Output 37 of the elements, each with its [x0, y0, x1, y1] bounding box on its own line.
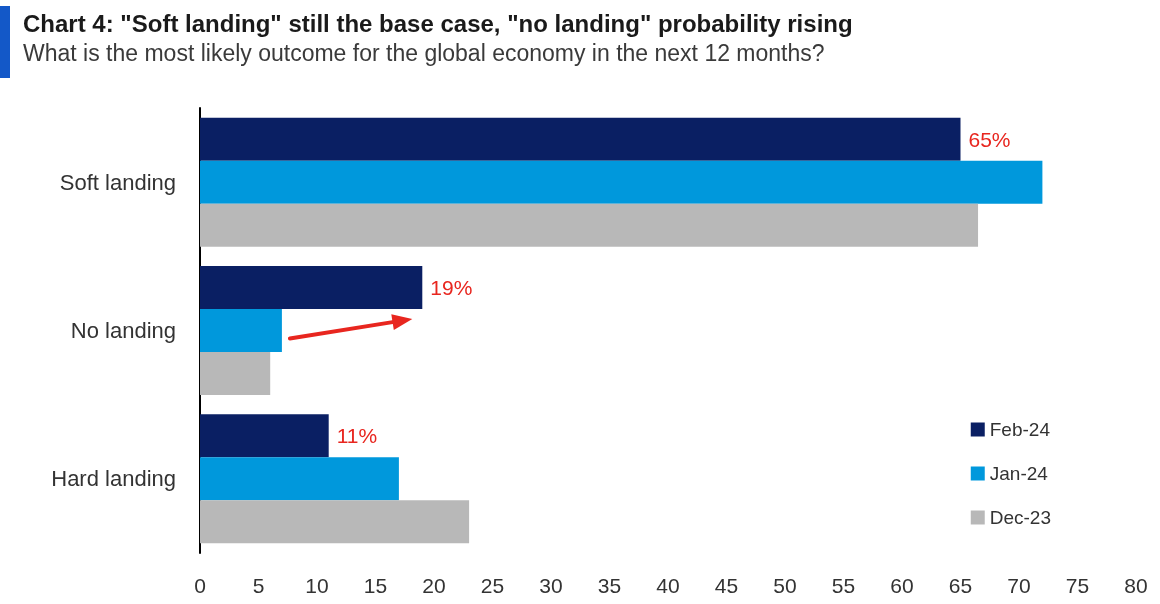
x-tick-label: 45 — [714, 574, 739, 597]
legend-label: Jan-24 — [989, 463, 1049, 484]
x-tick-label: 40 — [656, 574, 680, 597]
x-tick-label: 15 — [363, 574, 388, 597]
bar — [200, 457, 399, 501]
x-tick-label: 60 — [890, 574, 914, 597]
x-tick-label: 65 — [948, 574, 973, 597]
x-tick-label: 75 — [1065, 574, 1090, 597]
y-tick-label: No landing — [70, 318, 176, 343]
bar — [200, 203, 979, 247]
chart-subtitle: What is the most likely outcome for the global economy in the next 12 months? — [23, 39, 825, 66]
x-tick-label: 70 — [1007, 574, 1031, 597]
bar — [200, 160, 1043, 204]
data-label: 19% — [430, 275, 473, 299]
bar — [200, 352, 271, 396]
legend-label: Dec-23 — [989, 507, 1051, 528]
bar — [200, 117, 961, 161]
x-tick-label: 10 — [305, 574, 329, 597]
bar — [200, 500, 470, 544]
x-tick-label: 55 — [831, 574, 856, 597]
data-label: 65% — [968, 127, 1011, 151]
x-tick-label: 0 — [194, 574, 206, 597]
legend-label: Feb-24 — [989, 419, 1051, 440]
x-tick-label: 80 — [1124, 574, 1148, 597]
bar — [200, 308, 282, 353]
x-tick-label: 25 — [480, 574, 505, 597]
y-tick-label: Hard landing — [51, 466, 176, 492]
x-tick-label: 5 — [252, 574, 265, 597]
x-tick-label: 20 — [422, 574, 446, 597]
x-tick-label: 30 — [539, 574, 563, 597]
bar — [200, 414, 329, 458]
data-label: 11% — [336, 424, 378, 448]
x-tick-label: 35 — [597, 574, 622, 597]
bar — [200, 265, 423, 309]
chart-title: Chart 4: "Soft landing" still the base case, "no landing" probability rising — [23, 9, 853, 37]
y-tick-label: Soft landing — [59, 169, 176, 195]
x-tick-label: 50 — [773, 574, 797, 597]
